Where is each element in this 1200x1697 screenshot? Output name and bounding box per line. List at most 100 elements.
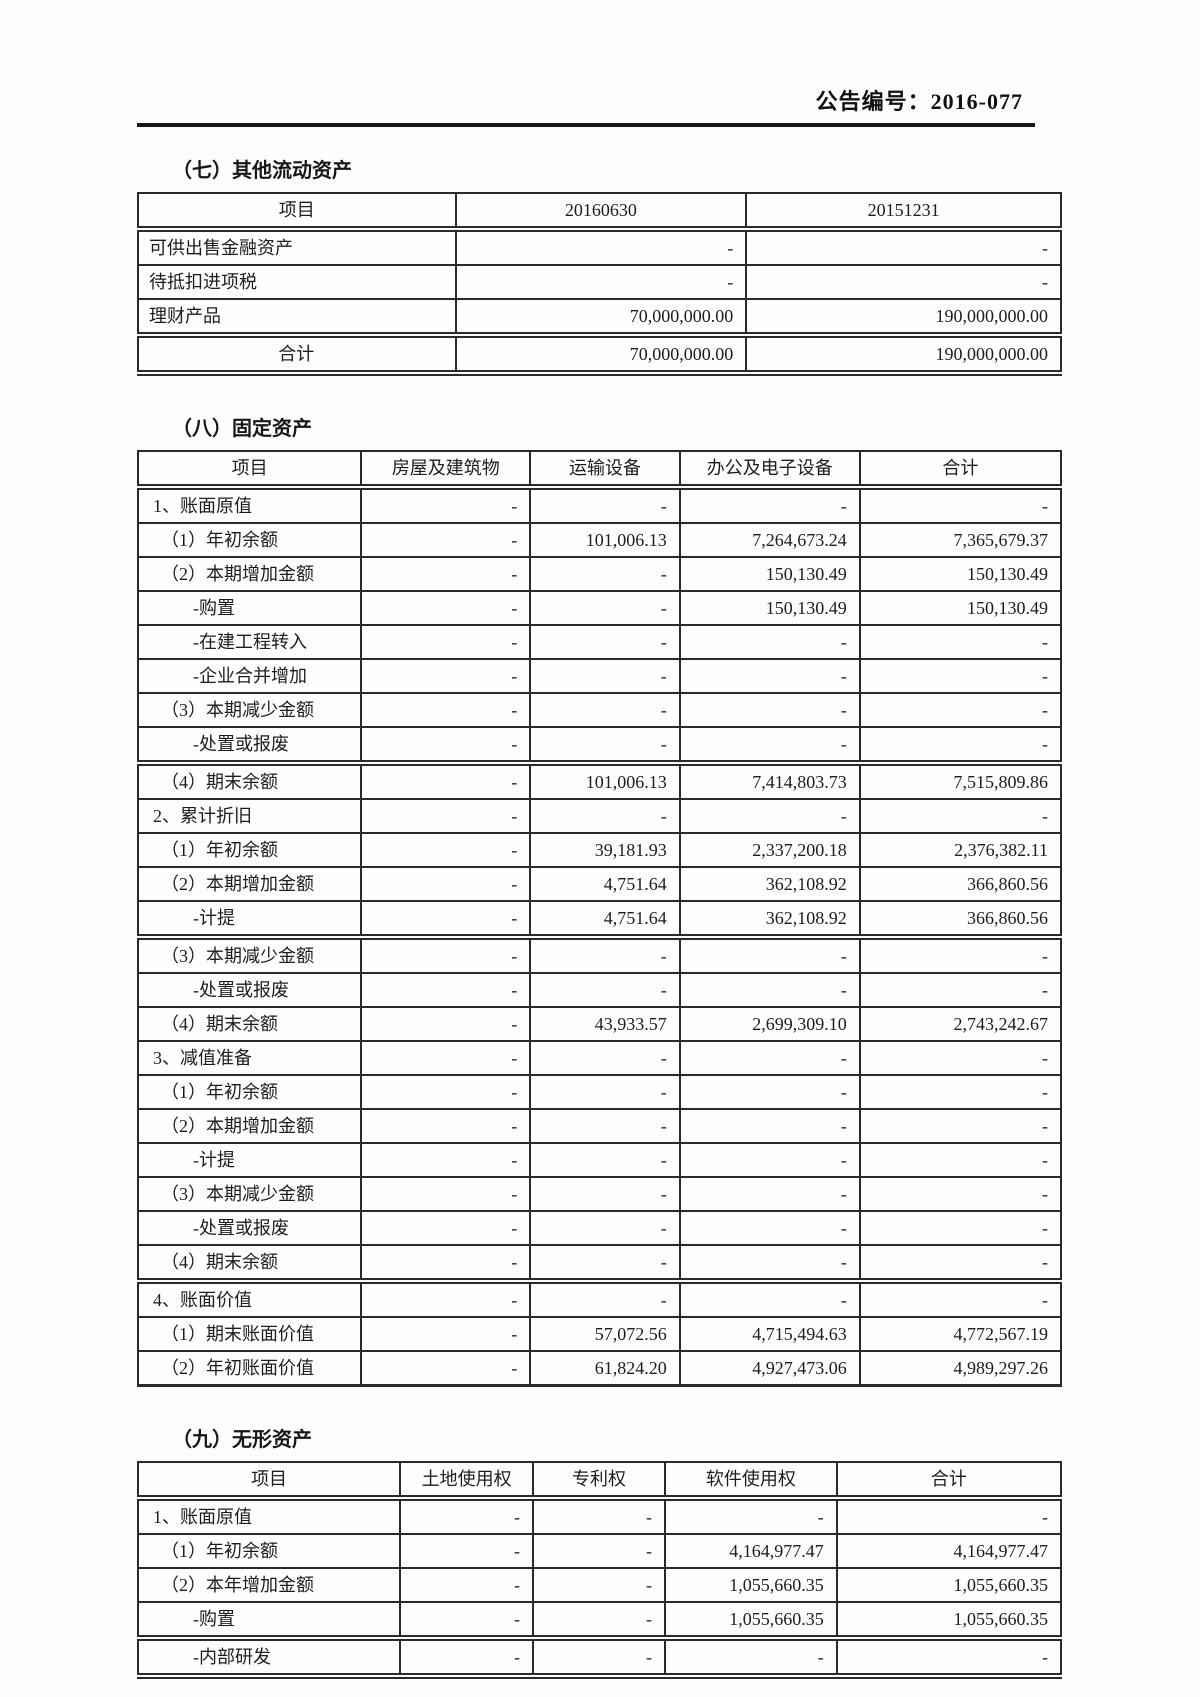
value-cell: 43,933.57 (529, 1006, 681, 1042)
value-cell: 7,414,803.73 (678, 760, 861, 800)
value-cell: - (360, 692, 532, 728)
column-header: 项目 (137, 192, 457, 232)
value-cell: 2,376,382.11 (858, 832, 1063, 868)
table-row: -内部研发 - - - - (136, 1635, 1063, 1679)
report-sections: （七）其他流动资产 项目 20160630 20151231 可供出售金融资产 - - 待抵扣… (0, 154, 1200, 1679)
section-fixed-assets: （八）固定资产 项目 房屋及建筑物 运输设备 办公及电子设备 合计 1、账面原值 - - - - （1… (0, 412, 1200, 1387)
value-cell: - (529, 972, 681, 1008)
value-cell: - (664, 1497, 838, 1535)
row-label-cell: （1）年初余额 (136, 522, 363, 558)
value-cell: - (745, 264, 1062, 300)
value-cell: 4,989,297.26 (858, 1350, 1063, 1387)
table-row: -企业合并增加 - - - - (136, 658, 1063, 694)
row-label-cell: -在建工程转入 (136, 624, 363, 660)
row-label-cell: （2）本期增加金额 (136, 1108, 363, 1144)
value-cell: 4,751.64 (529, 900, 681, 938)
value-cell: - (678, 1278, 861, 1318)
table-row: 合计 70,000,000.00 190,000,000.00 (137, 332, 1062, 376)
value-cell: - (529, 1108, 681, 1144)
value-cell: - (858, 1244, 1063, 1282)
row-label-cell: （3）本期减少金额 (136, 1176, 363, 1212)
table-row: -购置 - -150,130.49 150,130.49 (136, 590, 1063, 626)
row-label-cell: 3、减值准备 (136, 1040, 363, 1076)
value-cell: - (360, 1040, 532, 1076)
row-label-cell: 1、账面原值 (136, 486, 363, 524)
row-label-cell: -处置或报废 (136, 1210, 363, 1246)
table-row: （1）年初余额 - -4,164,977.47 4,164,977.47 (136, 1533, 1063, 1569)
value-cell: - (360, 1142, 532, 1178)
row-label-cell: （1）年初余额 (136, 1533, 402, 1569)
value-cell: 362,108.92 (678, 900, 861, 938)
section-title-intangible-assets: （九）无形资产 (172, 1429, 312, 1451)
value-cell: - (529, 798, 681, 834)
value-cell: - (529, 934, 681, 974)
table-row: -在建工程转入 - - - - (136, 624, 1063, 660)
value-cell: - (858, 692, 1063, 728)
value-cell: - (678, 486, 861, 524)
value-cell: - (858, 486, 1063, 524)
document-header: 公告编号：2016-077 (137, 84, 1035, 127)
value-cell: - (360, 556, 532, 592)
row-label-cell: -处置或报废 (136, 726, 363, 764)
value-cell: 4,927,473.06 (678, 1350, 861, 1387)
value-cell: 4,772,567.19 (858, 1316, 1063, 1352)
value-cell: - (529, 590, 681, 626)
value-cell: - (360, 1350, 532, 1387)
value-cell: - (858, 1278, 1063, 1318)
value-cell: 190,000,000.00 (745, 298, 1062, 336)
value-cell: - (858, 1142, 1063, 1178)
value-cell: - (529, 486, 681, 524)
table-row: （1）年初余额 -39,181.93 2,337,200.18 2,376,382.1… (136, 832, 1063, 868)
value-cell: - (678, 1210, 861, 1246)
value-cell: 39,181.93 (529, 832, 681, 868)
intangible-assets-table: 项目 土地使用权 专利权 软件使用权 合计 1、账面原值 - - - - （1）年初余额 - -4,16… (136, 1461, 1063, 1679)
row-label-cell: -计提 (136, 1142, 363, 1178)
value-cell: - (529, 1176, 681, 1212)
value-cell: 1,055,660.35 (835, 1601, 1063, 1639)
value-cell: - (858, 624, 1063, 660)
row-label-cell: 1、账面原值 (136, 1497, 402, 1535)
value-cell: 57,072.56 (529, 1316, 681, 1352)
value-cell: - (360, 1210, 532, 1246)
table-row: 2、累计折旧 - - - - (136, 798, 1063, 834)
table-row: 可供出售金融资产 - - (137, 228, 1062, 266)
table-row: 1、账面原值 - - - - (136, 486, 1063, 524)
table-row: -购置 - -1,055,660.35 1,055,660.35 (136, 1601, 1063, 1639)
value-cell: 70,000,000.00 (454, 332, 748, 376)
value-cell: 362,108.92 (678, 866, 861, 902)
row-label-cell: （2）本年增加金额 (136, 1567, 402, 1603)
table-row: （2）本期增加金额 -4,751.64 362,108.92 366,860.56 (136, 866, 1063, 902)
value-cell: - (678, 692, 861, 728)
value-cell: - (529, 1142, 681, 1178)
value-cell: 1,055,660.35 (664, 1567, 838, 1603)
value-cell: - (360, 832, 532, 868)
table-row: （4）期末余额 - - - - (136, 1244, 1063, 1282)
column-header: 土地使用权 (399, 1461, 535, 1501)
value-cell: 2,743,242.67 (858, 1006, 1063, 1042)
value-cell: - (529, 692, 681, 728)
table-row: （4）期末余额 -43,933.57 2,699,309.10 2,743,242.6… (136, 1006, 1063, 1042)
value-cell: - (360, 1108, 532, 1144)
value-cell: 101,006.13 (529, 760, 681, 800)
value-cell: 190,000,000.00 (745, 332, 1062, 376)
value-cell: - (678, 658, 861, 694)
column-header: 合计 (858, 450, 1063, 490)
value-cell: - (454, 264, 748, 300)
row-label-cell: -计提 (136, 900, 363, 938)
value-cell: 150,130.49 (858, 590, 1063, 626)
row-label-cell: -购置 (136, 590, 363, 626)
value-cell: - (360, 972, 532, 1008)
value-cell: - (745, 228, 1062, 266)
value-cell: - (835, 1497, 1063, 1535)
value-cell: - (858, 658, 1063, 694)
value-cell: 4,164,977.47 (664, 1533, 838, 1569)
row-label-cell: 4、账面价值 (136, 1278, 363, 1318)
row-label-cell: 2、累计折旧 (136, 798, 363, 834)
table-row: 理财产品 70,000,000.00 190,000,000.00 (137, 298, 1062, 336)
value-cell: - (399, 1497, 535, 1535)
value-cell: - (529, 624, 681, 660)
table-row: -处置或报废 - - - - (136, 1210, 1063, 1246)
table-row: （4）期末余额 -101,006.13 7,414,803.73 7,515,809.… (136, 760, 1063, 800)
row-label-cell: （2）本期增加金额 (136, 866, 363, 902)
row-label-cell: （3）本期减少金额 (136, 934, 363, 974)
